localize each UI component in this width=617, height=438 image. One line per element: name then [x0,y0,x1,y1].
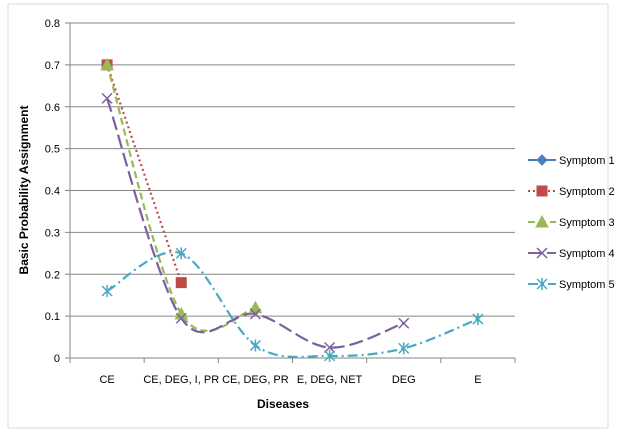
data-point [175,277,187,289]
data-point [175,312,187,324]
data-point [324,349,336,362]
legend-label: Symptom 3 [559,217,615,229]
y-tick-label: 0.5 [45,144,60,156]
chart-border [7,3,609,429]
data-point [100,57,114,71]
data-point [249,308,261,320]
x-axis-title: Diseases [257,397,309,411]
x-tick-label: DEG [392,374,416,386]
x-tick-label: CE, DEG, I, PR [143,374,219,386]
data-point [249,339,261,352]
y-axis-title: Basic Probability Assignment [17,106,31,275]
y-tick-label: 0.3 [45,227,60,239]
series-line [106,64,183,283]
data-point [324,342,336,354]
data-point [101,92,113,104]
x-tick-label: E, DEG, NET [297,374,363,386]
series-line [106,98,405,349]
legend-marker [536,185,548,197]
y-tick-label: 0.2 [45,269,60,281]
data-point [175,247,187,260]
series-line [106,250,479,359]
data-point [472,313,484,326]
legend: Symptom 1 Symptom 2 Symptom 3 Symptom 4 Symp… [528,154,615,291]
legend-label: Symptom 1 [559,155,615,167]
y-tick-label: 0.8 [45,18,60,30]
x-tick-label: CE [99,374,114,386]
y-tick-label: 0.4 [45,186,60,198]
x-tick-label: CE, DEG, PR [222,374,289,386]
legend-marker [535,214,549,228]
data-point [398,317,410,329]
y-tick-label: 0.7 [45,60,60,72]
legend-label: Symptom 5 [559,279,615,291]
legend-label: Symptom 2 [559,186,615,198]
legend-label: Symptom 4 [559,248,615,260]
data-point [101,285,113,297]
x-tick-label: E [474,374,481,386]
y-tick-label: 0.1 [45,311,60,323]
data-point [398,342,410,355]
legend-marker [536,278,548,290]
y-tick-label: 0 [54,353,60,365]
y-tick-label: 0.6 [45,102,60,114]
legend-marker [536,154,548,166]
legend-marker [536,247,548,259]
